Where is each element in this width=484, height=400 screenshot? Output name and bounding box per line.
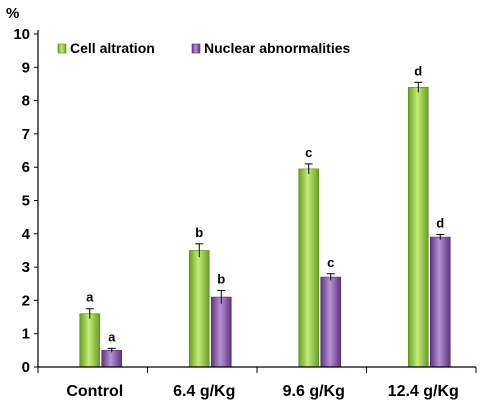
y-tick-label: 5 [22,193,30,210]
significance-label: a [108,329,116,344]
y-tick-label: 9 [22,59,30,76]
legend-label: Cell altration [70,40,155,56]
bar-cell-altration [79,313,101,368]
significance-label: d [436,215,444,230]
y-tick-label: 4 [22,226,31,243]
bar-nuclear-abnormalities [101,350,123,368]
y-tick-label: 2 [22,292,30,309]
x-category-label: 6.4 g/Kg [173,383,235,400]
legend-swatch [57,43,67,54]
legend: Cell altration Nuclear abnormalities [57,40,350,56]
significance-label: b [217,271,225,286]
bar-nuclear-abnormalities [210,296,232,368]
y-tick-label: 6 [22,159,30,176]
significance-label: c [327,255,334,270]
y-axis-unit-label: % [6,5,19,22]
y-tick-label: 10 [13,26,30,43]
significance-label: c [305,145,312,160]
significance-label: a [86,290,94,305]
x-category-label: 12.4 g/Kg [388,383,459,400]
bar-cell-altration [298,168,320,368]
y-tick-label: 3 [22,259,30,276]
significance-label: b [195,225,203,240]
legend-label: Nuclear abnormalities [204,40,350,56]
y-tick-label: 0 [22,359,30,376]
x-category-label: Control [66,383,123,400]
significance-label: d [414,63,422,78]
y-tick-label: 1 [22,326,30,343]
y-tick-label: 7 [22,126,30,143]
x-category-label: 9.6 g/Kg [283,383,345,400]
bar-nuclear-abnormalities [429,236,451,368]
bar-cell-altration [407,86,429,368]
y-tick-label: 8 [22,93,30,110]
legend-swatch [191,43,201,54]
bar-cell-altration [188,250,210,368]
bar-nuclear-abnormalities [320,276,342,368]
